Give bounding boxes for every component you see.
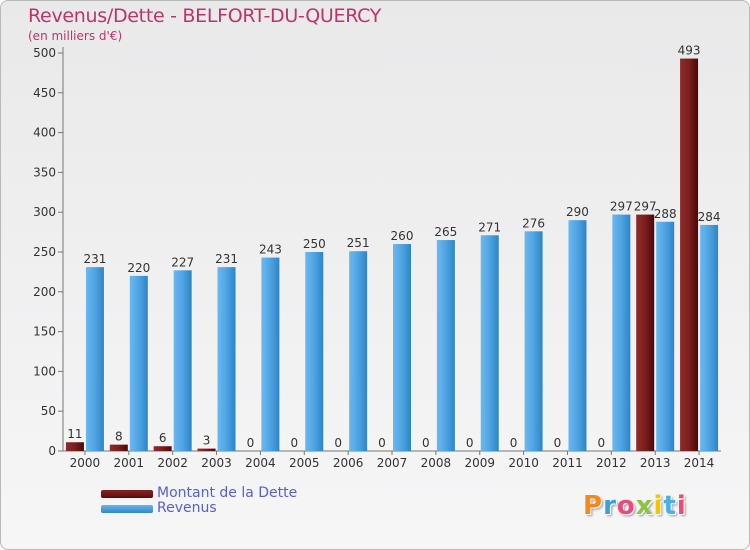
data-label-revenue: 284	[698, 210, 721, 224]
logo-letter: x	[635, 491, 654, 521]
bar-revenue	[393, 244, 411, 451]
y-tick-label: 300	[33, 205, 56, 219]
bars	[65, 58, 719, 452]
data-label-debt: 0	[422, 436, 430, 450]
bar-revenue	[261, 257, 280, 451]
bar-revenue	[305, 252, 324, 451]
chart-subtitle: (en milliers d'€)	[28, 29, 123, 43]
data-label-debt: 0	[334, 436, 342, 450]
data-label-revenue: 220	[127, 261, 150, 275]
bar-revenue	[656, 221, 675, 451]
data-label-debt: 297	[634, 200, 657, 214]
data-label-debt: 11	[67, 427, 82, 441]
legend-swatch-debt	[101, 490, 153, 498]
logo-letter: i	[653, 491, 664, 521]
x-tick-label: 2012	[596, 456, 627, 470]
data-labels: 11 231 8 220 6 227 3 231 0 243 0 250 0 251 0 260 0 265 0 27…	[67, 44, 720, 450]
bar-debt	[680, 58, 699, 452]
logo-letter: i	[676, 491, 687, 521]
x-tick-label: 2004	[245, 456, 276, 470]
logo-letter: P	[583, 491, 604, 521]
data-label-debt: 0	[510, 436, 518, 450]
proxiti-logo: Proxiti	[583, 491, 687, 521]
logo-letter: r	[603, 491, 617, 521]
bar-revenue	[349, 251, 368, 451]
data-label-revenue: 288	[654, 207, 677, 221]
bar-revenue	[173, 270, 192, 451]
logo-letter: o	[616, 491, 636, 521]
y-tick-label: 500	[33, 46, 56, 60]
data-label-revenue: 250	[303, 237, 326, 251]
y-tick-label: 100	[33, 364, 56, 378]
data-label-debt: 493	[678, 44, 701, 58]
x-tick-label: 2001	[114, 456, 145, 470]
data-label-revenue: 227	[171, 255, 194, 269]
data-label-revenue: 243	[259, 243, 282, 257]
data-label-revenue: 231	[215, 252, 238, 266]
bar-debt	[65, 442, 84, 451]
bar-revenue	[129, 275, 148, 451]
x-tick-label: 2010	[508, 456, 539, 470]
bar-revenue	[700, 224, 719, 451]
data-label-revenue: 276	[522, 216, 545, 230]
bar-revenue	[524, 231, 543, 451]
bar-revenue	[85, 267, 104, 451]
data-label-revenue: 251	[347, 236, 370, 250]
data-label-debt: 6	[159, 431, 167, 445]
y-tick-label: 50	[41, 404, 56, 418]
legend-swatch-revenue	[101, 505, 153, 513]
bar-revenue	[436, 240, 455, 451]
data-label-revenue: 297	[610, 200, 633, 214]
logo-letter: t	[663, 491, 677, 521]
data-label-revenue: 231	[83, 252, 106, 266]
data-label-debt: 8	[115, 430, 123, 444]
bar-revenue	[480, 235, 499, 451]
x-tick-label: 2005	[289, 456, 320, 470]
x-tick-label: 2000	[70, 456, 101, 470]
data-label-revenue: 271	[478, 220, 501, 234]
data-label-debt: 3	[203, 434, 211, 448]
data-label-debt: 0	[247, 436, 255, 450]
y-tick-label: 400	[33, 126, 56, 140]
data-label-debt: 0	[598, 436, 606, 450]
x-tick-label: 2002	[157, 456, 188, 470]
data-label-debt: 0	[378, 436, 386, 450]
data-label-debt: 0	[466, 436, 474, 450]
y-tick-label: 250	[33, 245, 56, 259]
x-tick-label: 2009	[464, 456, 495, 470]
x-tick-label: 2007	[377, 456, 408, 470]
bar-debt	[109, 444, 128, 451]
bar-debt	[636, 214, 655, 451]
data-label-debt: 0	[554, 436, 562, 450]
x-tick-label: 2006	[333, 456, 364, 470]
legend-label-debt: Montant de la Dette	[157, 485, 298, 501]
bar-debt	[153, 446, 172, 451]
bar-revenue	[217, 267, 236, 451]
data-label-debt: 0	[290, 436, 298, 450]
chart-title: Revenus/Dette - BELFORT-DU-QUERCY	[28, 5, 382, 27]
x-tick-label: 2014	[684, 456, 715, 470]
data-label-revenue: 290	[566, 205, 589, 219]
y-tick-label: 450	[33, 86, 56, 100]
bar-revenue	[612, 214, 631, 451]
x-tick-label: 2011	[552, 456, 583, 470]
y-tick-label: 200	[33, 285, 56, 299]
x-tick-label: 2008	[421, 456, 452, 470]
y-tick-label: 150	[33, 325, 56, 339]
y-tick-label: 350	[33, 165, 56, 179]
x-tick-label: 2003	[201, 456, 232, 470]
legend-label-revenue: Revenus	[157, 500, 217, 516]
y-tick-label: 0	[48, 444, 56, 458]
bar-debt	[197, 448, 216, 451]
bar-revenue	[568, 220, 587, 451]
data-label-revenue: 265	[434, 225, 457, 239]
data-label-revenue: 260	[391, 229, 414, 243]
x-tick-label: 2013	[640, 456, 671, 470]
